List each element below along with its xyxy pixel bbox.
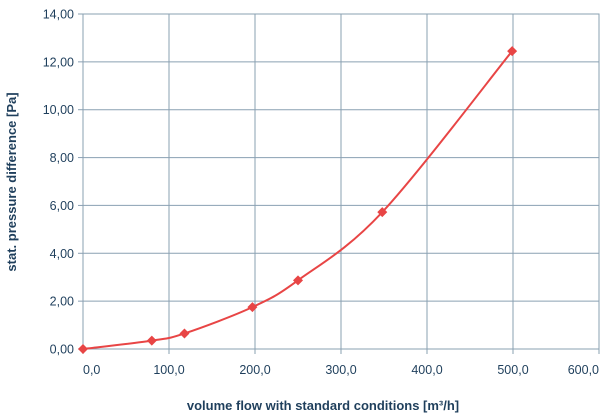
data-point-marker bbox=[293, 275, 303, 286]
y-tick-label: 2,00 bbox=[50, 295, 74, 309]
y-tick-label: 10,00 bbox=[43, 103, 74, 117]
data-point-marker bbox=[377, 207, 388, 218]
data-point-marker bbox=[78, 344, 88, 354]
y-tick-label: 0,00 bbox=[50, 343, 74, 357]
y-tick-label: 14,00 bbox=[43, 8, 74, 22]
x-tick-label: 0,0 bbox=[83, 363, 100, 377]
data-point-marker bbox=[179, 328, 190, 339]
data-point-marker bbox=[146, 335, 157, 346]
y-tick-label: 4,00 bbox=[50, 247, 74, 261]
x-tick-label: 200,0 bbox=[239, 363, 270, 377]
x-tick-label: 400,0 bbox=[411, 363, 442, 377]
data-point-marker bbox=[507, 46, 518, 57]
data-point-marker bbox=[247, 302, 258, 313]
series-layer bbox=[78, 46, 518, 354]
plot-border bbox=[82, 13, 600, 350]
x-tick-label: 600,0 bbox=[568, 363, 599, 377]
y-axis-title: stat. pressure difference [Pa] bbox=[4, 92, 19, 271]
x-tick-label: 300,0 bbox=[325, 363, 356, 377]
y-tick-labels: 0,00 2,00 4,00 6,00 8,00 10,00 12,00 14,00 bbox=[43, 8, 74, 357]
x-axis-title: volume flow with standard conditions [m³… bbox=[187, 398, 459, 413]
x-tick-label: 100,0 bbox=[153, 363, 184, 377]
x-tick-labels: 0,0 100,0 200,0 300,0 400,0 500,0 600,0 bbox=[83, 363, 599, 377]
y-tick-label: 6,00 bbox=[50, 199, 74, 213]
x-tick-label: 500,0 bbox=[497, 363, 528, 377]
y-tick-label: 8,00 bbox=[50, 151, 74, 165]
y-tick-label: 12,00 bbox=[43, 55, 74, 69]
